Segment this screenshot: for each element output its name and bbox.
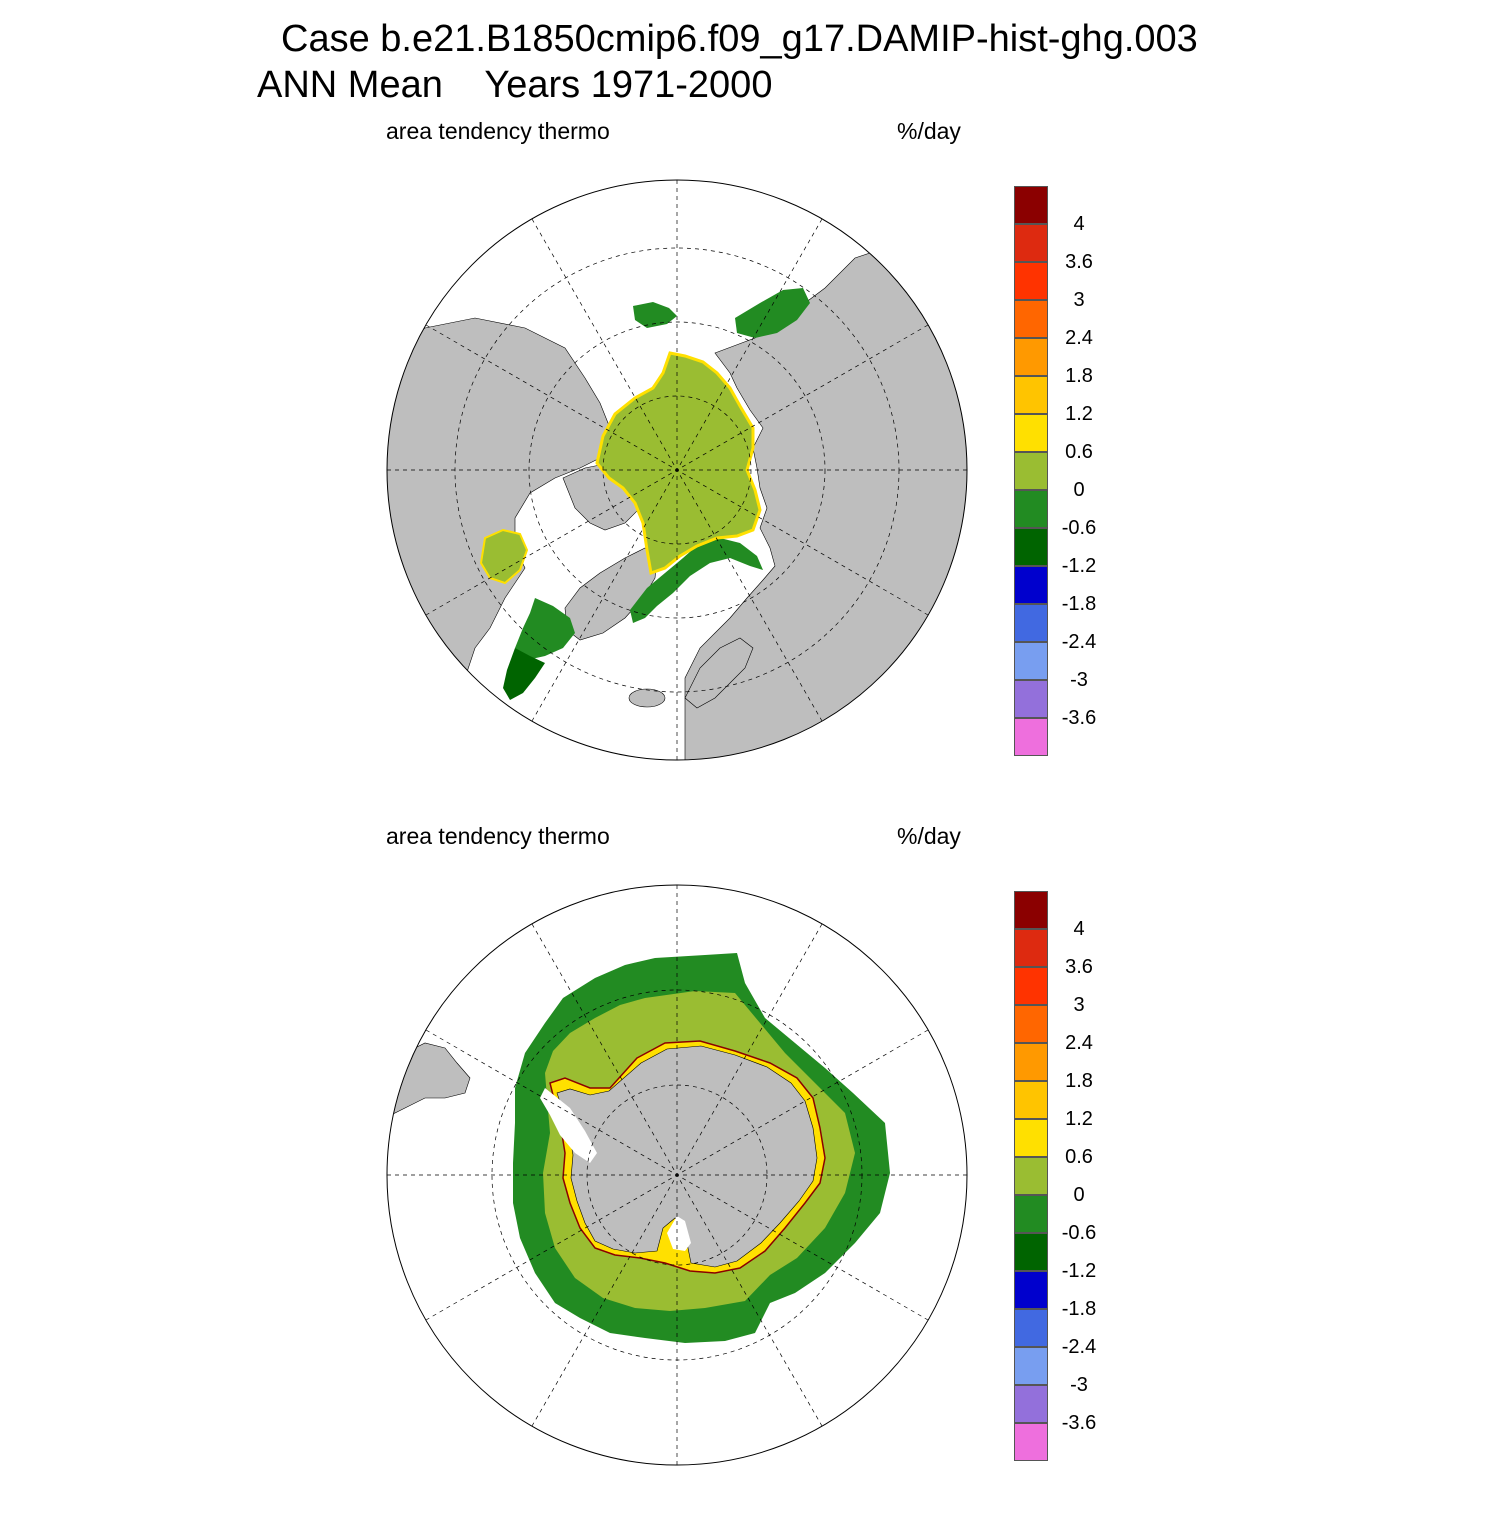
colorbar-swatch	[1014, 1271, 1048, 1309]
north-graticule	[387, 180, 967, 760]
colorbar-tick-label: 4	[1073, 918, 1085, 940]
colorbar-swatch	[1014, 1423, 1048, 1461]
colorbar-swatch	[1014, 414, 1048, 452]
colorbar-swatch	[1014, 967, 1048, 1005]
north-labrador-ice	[503, 648, 545, 700]
north-okhotsk-ice	[735, 288, 810, 338]
colorbar-swatch	[1014, 186, 1048, 224]
colorbar-tick-label: 3.6	[1065, 251, 1093, 273]
colorbar-tick-label: -3.6	[1061, 707, 1097, 729]
north-units-label: %/day	[897, 118, 961, 144]
colorbar-tick-label: 1.2	[1065, 1108, 1093, 1130]
colorbar-swatch	[1014, 1385, 1048, 1423]
colorbar-tick-label: 0.6	[1065, 441, 1093, 463]
colorbar-tick-label: -2.4	[1061, 1336, 1097, 1358]
north-colorbar: 4 3.6 3 2.4 1.8 1.2 0.6 0 -0.6 -1.2 -1.8 -2.4 -3 -3.6	[1014, 186, 1124, 758]
colorbar-tick-label: 0	[1073, 1184, 1085, 1206]
colorbar-swatch	[1014, 1081, 1048, 1119]
colorbar-tick-label: 3.6	[1065, 956, 1093, 978]
colorbar-tick-label: 1.2	[1065, 403, 1093, 425]
colorbar-tick-label: -1.8	[1061, 593, 1097, 615]
south-variable-label: area tendency thermo	[386, 823, 610, 849]
colorbar-swatch	[1014, 604, 1048, 642]
north-hemisphere-panel: area tendency thermo %/day	[0, 110, 1500, 815]
colorbar-swatch	[1014, 376, 1048, 414]
colorbar-tick-label: -1.8	[1061, 1298, 1097, 1320]
colorbar-swatch	[1014, 452, 1048, 490]
south-units-label: %/day	[897, 823, 961, 849]
north-land-greenland	[564, 547, 658, 641]
colorbar-swatch	[1014, 1309, 1048, 1347]
south-graticule	[387, 885, 967, 1465]
colorbar-tick-label: -1.2	[1061, 1260, 1097, 1282]
colorbar-swatch	[1014, 1119, 1048, 1157]
south-hemisphere-panel: area tendency thermo %/day	[0, 815, 1500, 1520]
colorbar-tick-label: -1.2	[1061, 555, 1097, 577]
colorbar-swatch	[1014, 929, 1048, 967]
north-greenland-sea-ice	[630, 538, 763, 623]
colorbar-swatch	[1014, 680, 1048, 718]
colorbar-swatch	[1014, 1157, 1048, 1195]
colorbar-swatch	[1014, 1195, 1048, 1233]
colorbar-tick-label: -0.6	[1061, 1222, 1097, 1244]
colorbar-swatch	[1014, 490, 1048, 528]
colorbar-swatch	[1014, 300, 1048, 338]
north-bering-ice	[633, 302, 677, 328]
colorbar-tick-label: 0	[1073, 479, 1085, 501]
north-hudson-bay	[479, 528, 529, 585]
colorbar-tick-label: 3	[1073, 289, 1085, 311]
colorbar-swatch	[1014, 891, 1048, 929]
colorbar-swatch	[1014, 566, 1048, 604]
colorbar-tick-label: -0.6	[1061, 517, 1097, 539]
south-polar-map	[386, 884, 968, 1466]
colorbar-swatch	[1014, 1005, 1048, 1043]
colorbar-tick-label: 2.4	[1065, 327, 1093, 349]
colorbar-tick-label: 3	[1073, 994, 1085, 1016]
colorbar-swatch	[1014, 718, 1048, 756]
colorbar-swatch	[1014, 262, 1048, 300]
north-polar-map	[386, 179, 968, 761]
colorbar-tick-label: -3.6	[1061, 1412, 1097, 1434]
colorbar-tick-label: -3	[1070, 1374, 1088, 1396]
colorbar-tick-label: 2.4	[1065, 1032, 1093, 1054]
figure-title-line-2: ANN Mean Years 1971-2000	[257, 64, 773, 106]
south-ross-gap	[667, 1216, 691, 1251]
colorbar-swatch	[1014, 1043, 1048, 1081]
colorbar-tick-label: -3	[1070, 669, 1088, 691]
colorbar-tick-label: 4	[1073, 213, 1085, 235]
colorbar-tick-label: 1.8	[1065, 1070, 1093, 1092]
colorbar-swatch	[1014, 1233, 1048, 1271]
colorbar-swatch	[1014, 528, 1048, 566]
south-colorbar: 4 3.6 3 2.4 1.8 1.2 0.6 0 -0.6 -1.2 -1.8 -2.4 -3 -3.6	[1014, 891, 1124, 1463]
south-map-border	[386, 884, 968, 1466]
north-baffin-ice	[515, 598, 575, 660]
north-map-border	[386, 179, 968, 761]
colorbar-swatch	[1014, 1347, 1048, 1385]
figure-title-line-1: Case b.e21.B1850cmip6.f09_g17.DAMIP-hist…	[281, 18, 1198, 60]
colorbar-swatch	[1014, 338, 1048, 376]
north-land-iceland	[628, 688, 666, 708]
north-arctic-ice	[595, 351, 762, 576]
colorbar-tick-label: 0.6	[1065, 1146, 1093, 1168]
south-weddell-gap	[540, 1088, 597, 1163]
colorbar-swatch	[1014, 642, 1048, 680]
colorbar-tick-label: -2.4	[1061, 631, 1097, 653]
north-variable-label: area tendency thermo	[386, 118, 610, 144]
colorbar-swatch	[1014, 224, 1048, 262]
colorbar-tick-label: 1.8	[1065, 365, 1093, 387]
